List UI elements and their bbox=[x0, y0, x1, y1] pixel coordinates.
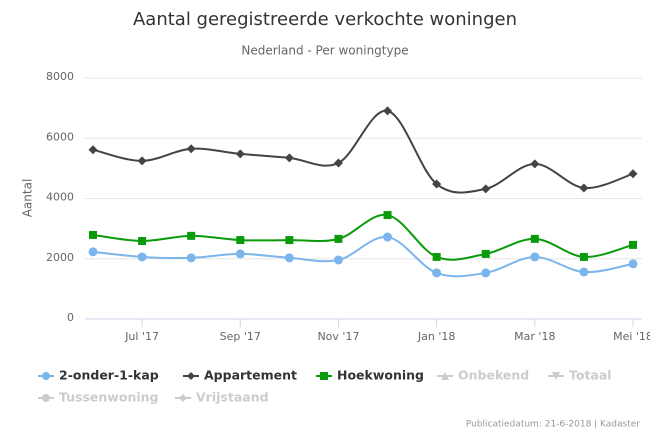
data-point bbox=[137, 252, 147, 262]
data-point bbox=[628, 259, 638, 269]
x-tick-label: Mar '18 bbox=[514, 330, 555, 343]
x-tick-label: Sep '17 bbox=[220, 330, 261, 343]
data-point bbox=[137, 156, 147, 166]
x-tick-label: Jan '18 bbox=[417, 330, 455, 343]
data-point bbox=[88, 247, 98, 257]
data-point bbox=[187, 231, 196, 240]
legend-symbol bbox=[42, 394, 50, 402]
legend-item[interactable]: Hoekwoning bbox=[337, 368, 424, 383]
legend-item[interactable]: Appartement bbox=[204, 368, 297, 383]
series-line bbox=[92, 109, 634, 194]
x-tick-label: Jul '17 bbox=[124, 330, 159, 343]
data-point bbox=[628, 169, 638, 179]
data-point bbox=[284, 253, 294, 263]
x-tick-label: Mei '18 bbox=[613, 330, 650, 343]
y-tick-label: 2000 bbox=[46, 251, 74, 264]
y-tick-label: 8000 bbox=[46, 70, 74, 83]
series-line bbox=[92, 236, 634, 278]
data-point bbox=[334, 234, 343, 243]
legend-item[interactable]: 2-onder-1-kap bbox=[59, 368, 159, 383]
data-point bbox=[579, 267, 589, 277]
data-point bbox=[530, 234, 539, 243]
legend-symbol bbox=[441, 372, 449, 380]
data-point bbox=[432, 179, 442, 189]
data-point bbox=[236, 236, 245, 245]
data-point bbox=[481, 249, 490, 258]
data-point bbox=[89, 230, 97, 239]
legend-item[interactable]: Onbekend bbox=[458, 368, 529, 383]
x-tick-label: Nov '17 bbox=[317, 330, 359, 343]
data-point bbox=[235, 149, 245, 159]
y-tick-label: 0 bbox=[67, 311, 74, 324]
data-point bbox=[383, 211, 392, 220]
data-point bbox=[579, 183, 589, 193]
data-point bbox=[186, 253, 196, 263]
chart-subtitle: Nederland - Per woningtype bbox=[241, 44, 408, 58]
data-point bbox=[284, 153, 294, 163]
data-point bbox=[579, 252, 588, 261]
chart-title: Aantal geregistreerde verkochte woningen bbox=[133, 9, 517, 30]
legend-symbol bbox=[552, 372, 560, 380]
legend-symbol bbox=[187, 372, 195, 380]
data-point bbox=[432, 268, 442, 278]
data-point bbox=[629, 240, 637, 249]
data-point bbox=[138, 236, 147, 245]
y-axis-label: Aantal bbox=[21, 179, 35, 218]
credits: Publicatiedatum: 21-6-2018 | Kadaster bbox=[466, 420, 640, 430]
legend-item[interactable]: Tussenwoning bbox=[59, 390, 158, 405]
data-point bbox=[88, 145, 98, 155]
data-point bbox=[530, 159, 540, 169]
data-point bbox=[481, 184, 491, 194]
y-tick-label: 6000 bbox=[46, 130, 74, 143]
data-point bbox=[432, 252, 441, 261]
legend-item[interactable]: Vrijstaand bbox=[196, 390, 269, 405]
series-line bbox=[92, 214, 634, 261]
y-tick-label: 4000 bbox=[46, 191, 74, 204]
data-point bbox=[186, 144, 196, 154]
data-point bbox=[481, 268, 491, 278]
legend-symbol bbox=[179, 394, 187, 402]
legend-symbol bbox=[42, 372, 50, 380]
data-point bbox=[333, 255, 343, 265]
data-point bbox=[530, 252, 540, 262]
data-point bbox=[333, 158, 343, 168]
data-point bbox=[383, 232, 393, 242]
data-point bbox=[383, 106, 393, 116]
legend-symbol bbox=[320, 372, 328, 380]
data-point bbox=[285, 236, 294, 245]
legend-item[interactable]: Totaal bbox=[569, 368, 612, 383]
data-point bbox=[235, 249, 245, 259]
